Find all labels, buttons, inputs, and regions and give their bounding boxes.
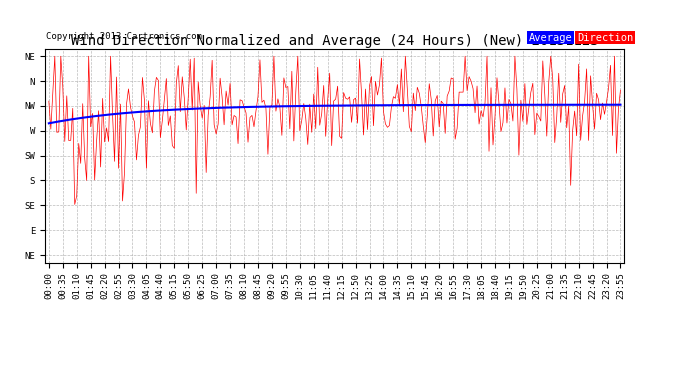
Text: Copyright 2013 Cartronics.com: Copyright 2013 Cartronics.com: [46, 32, 202, 41]
Title: Wind Direction Normalized and Average (24 Hours) (New) 20131123: Wind Direction Normalized and Average (2…: [71, 34, 598, 48]
Text: Direction: Direction: [577, 33, 633, 43]
Text: Average: Average: [529, 33, 573, 43]
